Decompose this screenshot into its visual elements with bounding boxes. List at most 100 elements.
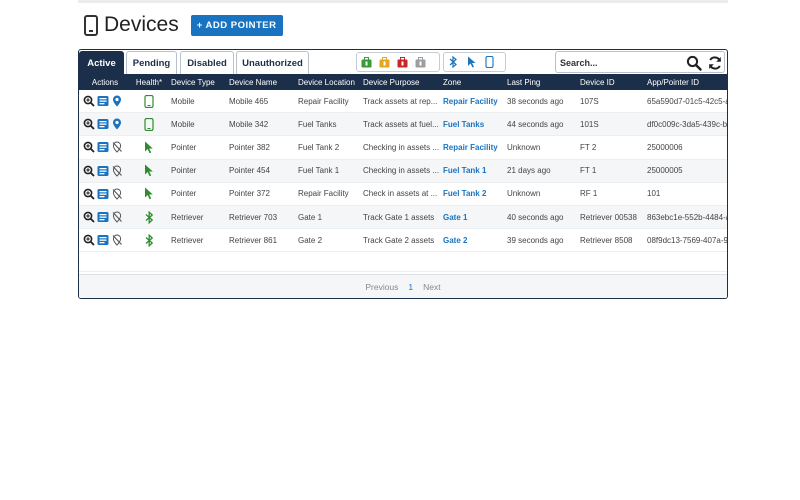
device-purpose-cell: Track Gate 2 assets — [363, 235, 435, 245]
type-filter-group — [443, 52, 506, 72]
app-pointer-id-cell: 65a590d7-01c5-42c5-a — [647, 96, 728, 106]
device-type-cell: Retriever — [171, 235, 204, 245]
mobile-device-icon — [84, 14, 98, 36]
zone-link[interactable]: Gate 2 — [443, 235, 468, 245]
table-row[interactable]: Mobile Mobile 342 Fuel Tanks Track assets a… — [79, 113, 727, 137]
app-pointer-id-cell: 25000005 — [647, 166, 683, 176]
status-gray-icon[interactable] — [415, 56, 426, 69]
row-actions — [79, 118, 131, 130]
zone-link[interactable]: Fuel Tanks — [443, 119, 485, 129]
search-icon[interactable] — [686, 55, 702, 71]
devices-table: Actions Health* Device Type Device Name … — [79, 74, 728, 273]
refresh-icon[interactable] — [707, 55, 723, 71]
bluetooth-icon[interactable] — [448, 56, 459, 69]
device-location-cell: Gate 2 — [298, 235, 323, 245]
zone-link[interactable]: Fuel Tank 1 — [443, 166, 487, 176]
col-app-pointer-id[interactable]: App/Pointer ID — [647, 77, 700, 87]
location-off-icon[interactable] — [111, 165, 123, 177]
edit-icon[interactable] — [97, 234, 109, 246]
device-purpose-cell: Checking in assets ... — [363, 142, 439, 152]
health-cursor-icon — [131, 141, 167, 154]
device-location-cell: Fuel Tank 1 — [298, 166, 340, 176]
tab-active[interactable]: Active — [79, 51, 124, 74]
location-off-icon[interactable] — [111, 141, 123, 154]
empty-row — [79, 252, 727, 273]
view-details-icon[interactable] — [83, 211, 95, 223]
edit-icon[interactable] — [97, 211, 109, 223]
health-bluetooth-icon — [131, 233, 167, 247]
device-type-cell: Pointer — [171, 166, 197, 176]
view-details-icon[interactable] — [83, 188, 95, 200]
cursor-icon[interactable] — [466, 56, 477, 69]
status-green-icon[interactable] — [361, 56, 372, 69]
location-pin-icon[interactable] — [111, 95, 123, 107]
next-page-link[interactable]: Next — [423, 281, 441, 292]
device-name-cell: Pointer 382 — [229, 142, 270, 152]
mobile-icon[interactable] — [484, 56, 495, 69]
table-row[interactable]: Pointer Pointer 454 Fuel Tank 1 Checking in… — [79, 159, 727, 183]
table-row[interactable]: Mobile Mobile 465 Repair Facility Track ass… — [79, 90, 728, 114]
view-details-icon[interactable] — [83, 165, 95, 177]
device-type-cell: Mobile — [171, 119, 195, 129]
edit-icon[interactable] — [97, 95, 109, 107]
zone-link[interactable]: Gate 1 — [443, 212, 468, 222]
table-row[interactable]: Pointer Pointer 382 Fuel Tank 2 Checking in… — [79, 136, 727, 160]
app-pointer-id-cell: 101 — [647, 189, 661, 199]
last-ping-cell: Unknown — [507, 189, 541, 199]
status-yellow-icon[interactable] — [379, 56, 390, 69]
previous-page-link[interactable]: Previous — [365, 281, 399, 292]
health-cursor-icon — [131, 164, 167, 177]
edit-icon[interactable] — [97, 165, 109, 177]
col-device-type[interactable]: Device Type — [171, 77, 215, 87]
device-location-cell: Fuel Tanks — [298, 119, 337, 129]
row-actions — [79, 211, 131, 223]
view-details-icon[interactable] — [83, 141, 95, 154]
col-device-id[interactable]: Device ID — [580, 77, 615, 87]
last-ping-cell: 44 seconds ago — [507, 119, 564, 129]
table-row[interactable]: Pointer Pointer 372 Repair Facility Check i… — [79, 183, 727, 206]
tab-unauthorized[interactable]: Unauthorized — [236, 51, 309, 74]
zone-link[interactable]: Repair Facility — [443, 96, 498, 106]
row-actions — [79, 188, 131, 200]
zone-link[interactable]: Repair Facility — [443, 142, 498, 152]
col-zone[interactable]: Zone — [443, 77, 462, 87]
pagination: Previous 1 Next — [79, 274, 727, 298]
device-id-cell: 107S — [580, 96, 599, 106]
device-location-cell: Repair Facility — [298, 96, 349, 106]
device-id-cell: Retriever 8508 — [580, 235, 633, 245]
col-device-location[interactable]: Device Location — [298, 77, 355, 87]
health-mobile-icon — [131, 94, 167, 108]
location-pin-icon[interactable] — [111, 118, 123, 130]
table-row[interactable]: Retriever Retriever 861 Gate 2 Track Gate 2… — [79, 229, 727, 253]
location-off-icon[interactable] — [111, 234, 123, 246]
col-device-name[interactable]: Device Name — [229, 77, 278, 87]
add-pointer-button[interactable]: + ADD POINTER — [190, 14, 283, 36]
view-details-icon[interactable] — [83, 95, 95, 107]
page-title: Devices — [104, 13, 179, 36]
device-name-cell: Retriever 861 — [229, 235, 278, 245]
page-header: Devices + ADD POINTER — [84, 12, 283, 38]
row-actions — [79, 234, 131, 246]
col-last-ping[interactable]: Last Ping — [507, 77, 541, 87]
table-row[interactable]: Retriever Retriever 703 Gate 1 Track Gate 1… — [79, 205, 727, 230]
device-id-cell: Retriever 00538 — [580, 212, 637, 222]
edit-icon[interactable] — [97, 188, 109, 200]
location-off-icon[interactable] — [111, 188, 123, 200]
search-input[interactable] — [560, 55, 682, 70]
current-page[interactable]: 1 — [408, 281, 414, 292]
tab-disabled[interactable]: Disabled — [180, 51, 234, 74]
device-name-cell: Mobile 342 — [229, 119, 269, 129]
status-red-icon[interactable] — [397, 56, 408, 69]
view-details-icon[interactable] — [83, 234, 95, 246]
device-location-cell: Fuel Tank 2 — [298, 142, 340, 152]
col-device-purpose[interactable]: Device Purpose — [363, 77, 420, 87]
col-health[interactable]: Health* — [135, 77, 163, 87]
view-details-icon[interactable] — [83, 118, 95, 130]
status-filter-group — [356, 52, 440, 72]
health-mobile-icon — [131, 117, 167, 131]
zone-link[interactable]: Fuel Tank 2 — [443, 189, 487, 199]
edit-icon[interactable] — [97, 141, 109, 153]
location-off-icon[interactable] — [111, 211, 123, 223]
edit-icon[interactable] — [97, 118, 109, 130]
tab-pending[interactable]: Pending — [126, 51, 177, 74]
